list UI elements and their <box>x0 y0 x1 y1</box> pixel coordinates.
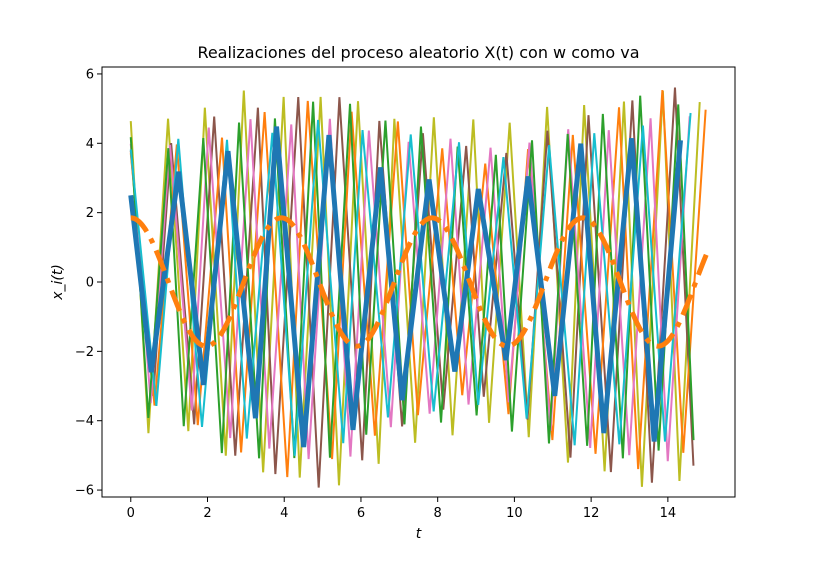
series-layer <box>128 87 709 488</box>
x-tick-label: 10 <box>506 506 523 521</box>
series-line-7 <box>130 215 709 349</box>
series-line-5 <box>129 112 692 456</box>
x-tick-label: 0 <box>127 506 135 521</box>
x-tick-label: 12 <box>583 506 600 521</box>
y-tick-label: −4 <box>75 414 94 429</box>
x-ticks: 0 2 4 6 8 10 12 14 <box>127 497 677 521</box>
y-tick-label: −2 <box>75 345 94 360</box>
x-axis-label: t <box>416 526 422 542</box>
series-line-2 <box>129 90 707 478</box>
x-tick-label: 2 <box>203 506 211 521</box>
y-tick-label: 6 <box>86 67 94 82</box>
y-axis-label: x_i(t) <box>50 264 66 301</box>
x-tick-label: 8 <box>434 506 442 521</box>
series-line-4 <box>129 95 695 459</box>
series-line-6 <box>128 126 683 448</box>
x-tick-label: 14 <box>660 506 677 521</box>
series-line-0 <box>129 90 701 487</box>
y-ticks: −6 −4 −2 0 2 4 6 <box>75 67 102 499</box>
chart-title: Realizaciones del proceso aleatorio X(t)… <box>197 43 639 62</box>
x-tick-label: 4 <box>280 506 288 521</box>
y-tick-label: 2 <box>86 206 94 221</box>
x-tick-label: 6 <box>357 506 365 521</box>
y-tick-label: −6 <box>75 484 94 499</box>
y-tick-label: 4 <box>86 137 94 152</box>
y-tick-label: 0 <box>86 276 94 291</box>
